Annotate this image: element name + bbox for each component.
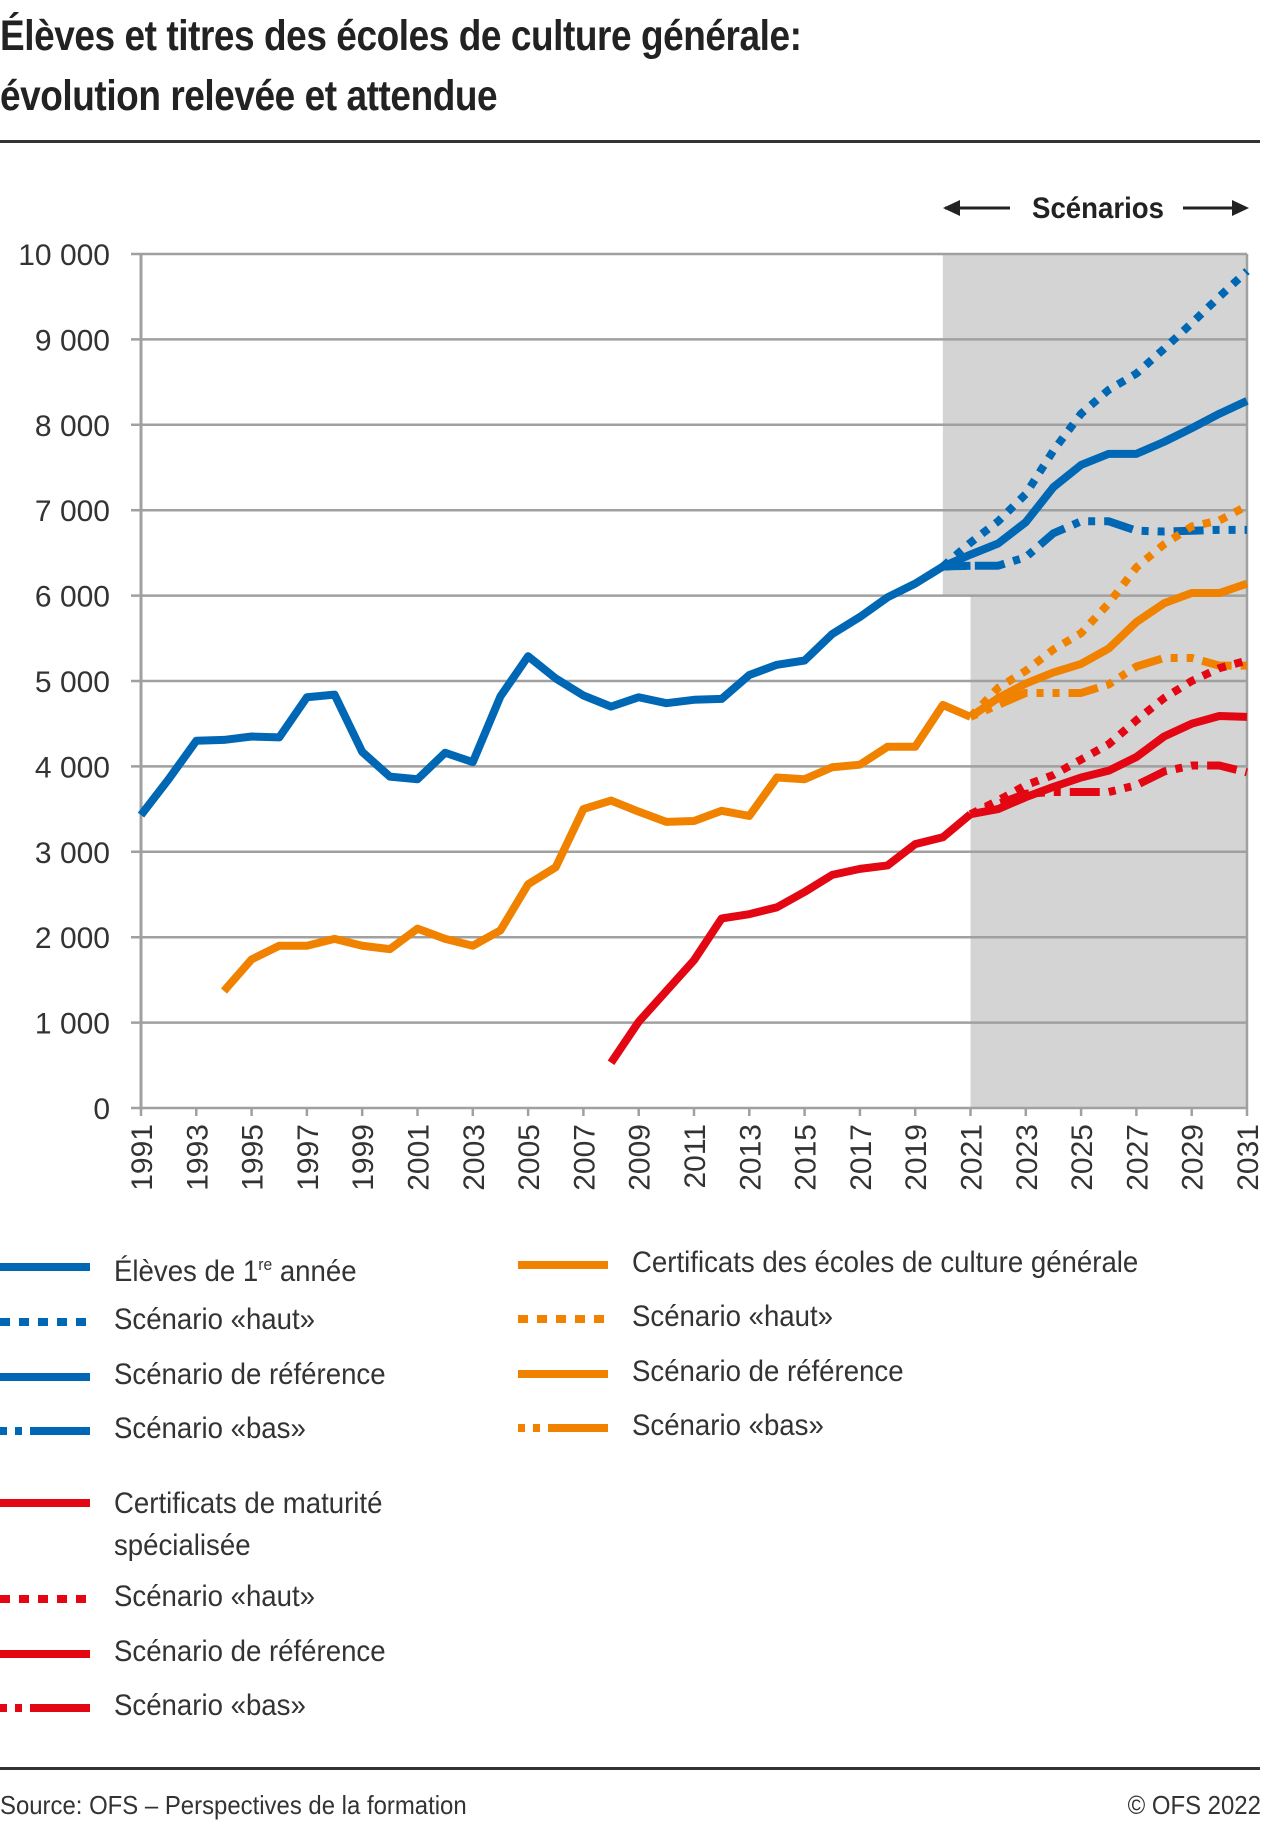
legend-label: Scénario «bas» [114, 1689, 306, 1722]
legend-item: Scénario «bas» [0, 1411, 322, 1447]
scenarios-label: Scénarios [1032, 192, 1164, 225]
x-tick-label: 2019 [900, 1124, 933, 1191]
legend-label: Scénario «haut» [114, 1580, 316, 1613]
legend-swatch-solid [0, 1650, 90, 1658]
x-tick-label: 2025 [1066, 1124, 1099, 1191]
series-line-red-observed [607, 811, 974, 1065]
x-tick-label: 2011 [679, 1124, 712, 1189]
y-tick-label: 4 000 [35, 751, 110, 784]
y-tick-label: 0 [93, 1093, 110, 1126]
legend-label: Certificats de maturité spécialisée [114, 1487, 383, 1562]
source-note: Source: OFS – Perspectives de la formati… [0, 1790, 467, 1820]
x-tick-label: 1995 [237, 1124, 270, 1191]
legend-label: Élèves de 1re année [114, 1255, 357, 1288]
y-tick-label: 8 000 [35, 410, 110, 443]
line-chart: 0 1 000 2 000 3 000 4 000 5 000 6 000 7 000 8 00… [18, 192, 1263, 1191]
legend-item: Scénario «haut» [0, 1579, 333, 1615]
y-tick-label: 10 000 [18, 239, 110, 272]
legend-label: Certificats des écoles de culture généra… [632, 1246, 1139, 1279]
legend-label: Scénario de référence [632, 1355, 904, 1388]
legend-item: Scénario «haut» [518, 1299, 851, 1335]
legend-swatch-solid [518, 1261, 608, 1269]
y-tick-label: 3 000 [35, 837, 110, 870]
x-tick-label: 1999 [347, 1124, 380, 1191]
footer-divider [0, 1767, 1260, 1770]
y-tick-label: 7 000 [35, 495, 110, 528]
series-line-orange-observed [220, 700, 973, 994]
y-tick-label: 1 000 [35, 1008, 110, 1041]
legend-label: Scénario «bas» [114, 1412, 306, 1445]
superscript: re [258, 1255, 273, 1274]
title-divider [0, 140, 1260, 143]
x-tick-label: 1991 [126, 1124, 159, 1191]
legend-swatch-solid [0, 1263, 90, 1271]
legend-swatch-dotted [518, 1315, 608, 1323]
legend-label: Scénario «haut» [114, 1303, 316, 1336]
x-tick-label: 2027 [1121, 1124, 1154, 1191]
x-tick-label: 2021 [956, 1124, 989, 1191]
legend-swatch-dashdot [0, 1704, 90, 1712]
x-tick-label: 2017 [845, 1124, 878, 1191]
x-tick-label: 2015 [790, 1124, 823, 1191]
x-tick-label: 2005 [513, 1124, 546, 1191]
scenarios-header: Scénarios [943, 192, 1249, 225]
arrow-left-head-icon [943, 200, 960, 216]
series-line-orange-dashdot-scenario [968, 653, 1247, 721]
legend-item: Scénario de référence [0, 1357, 409, 1393]
legend-label: Scénario «haut» [632, 1300, 834, 1333]
series-lines [137, 268, 1250, 1065]
legend-swatch-dashdot [518, 1424, 608, 1432]
legend-swatch-solid [0, 1373, 90, 1381]
series-line-blue-dotted-scenario [940, 268, 1250, 570]
arrow-right-head-icon [1232, 200, 1249, 216]
series-line-blue-observed [137, 561, 971, 818]
x-tick-label: 2001 [403, 1124, 436, 1191]
legend-swatch-dashdot [0, 1427, 90, 1435]
legend-swatch-solid [0, 1499, 90, 1507]
x-tick-label: 2029 [1177, 1124, 1210, 1191]
x-tick-label: 2007 [568, 1124, 601, 1191]
copyright-note: © OFS 2022 [1127, 1790, 1261, 1820]
series-line-blue-dashdot-scenario [942, 517, 1247, 571]
x-tick-label: 2009 [624, 1124, 657, 1191]
legend-item: Scénario «bas» [0, 1688, 322, 1724]
gridlines: 0 1 000 2 000 3 000 4 000 5 000 6 000 7 000 8 00… [18, 239, 1247, 1126]
series-line-orange-solid-scenario [968, 579, 1249, 721]
y-tick-label: 2 000 [35, 922, 110, 955]
y-tick-label: 5 000 [35, 666, 110, 699]
legend-label: Scénario «bas» [632, 1409, 824, 1442]
legend-label: Scénario de référence [114, 1358, 386, 1391]
legend-item: Scénario de référence [518, 1354, 927, 1390]
x-tick-label: 2003 [458, 1124, 491, 1191]
series-line-red-dotted-scenario [968, 656, 1249, 818]
chart-title: Élèves et titres des écoles de culture g… [0, 6, 802, 126]
legend-item: Scénario de référence [0, 1634, 409, 1670]
x-tick-label: 2023 [1011, 1124, 1044, 1191]
x-tick-label: 1997 [292, 1124, 325, 1191]
y-tick-label: 6 000 [35, 581, 110, 614]
x-tick-label: 2013 [734, 1124, 767, 1191]
legend-item: Élèves de 1re année [0, 1247, 378, 1290]
legend-item: Certificats des écoles de culture généra… [518, 1245, 1182, 1281]
legend-swatch-dotted [0, 1318, 90, 1326]
legend-swatch-solid [518, 1370, 608, 1378]
legend-swatch-dotted [0, 1595, 90, 1603]
x-tick-label: 1993 [181, 1124, 214, 1191]
legend-label: Scénario de référence [114, 1635, 386, 1668]
legend-item: Scénario «haut» [0, 1302, 333, 1338]
axes: 1991 1993 1995 1997 1999 2001 2003 2005 2007 2009… [126, 254, 1263, 1191]
y-tick-label: 9 000 [35, 324, 110, 357]
series-line-blue-solid-scenario [941, 397, 1249, 571]
x-tick-label: 2031 [1232, 1124, 1263, 1191]
series-line-red-dashdot-scenario [969, 761, 1248, 818]
legend-item: Scénario «bas» [518, 1408, 840, 1444]
chart-title-line1: Élèves et titres des écoles de culture g… [0, 12, 802, 60]
chart-title-line2: évolution relevée et attendue [0, 72, 498, 120]
legend-item: Certificats de maturité spécialisée [0, 1483, 444, 1567]
